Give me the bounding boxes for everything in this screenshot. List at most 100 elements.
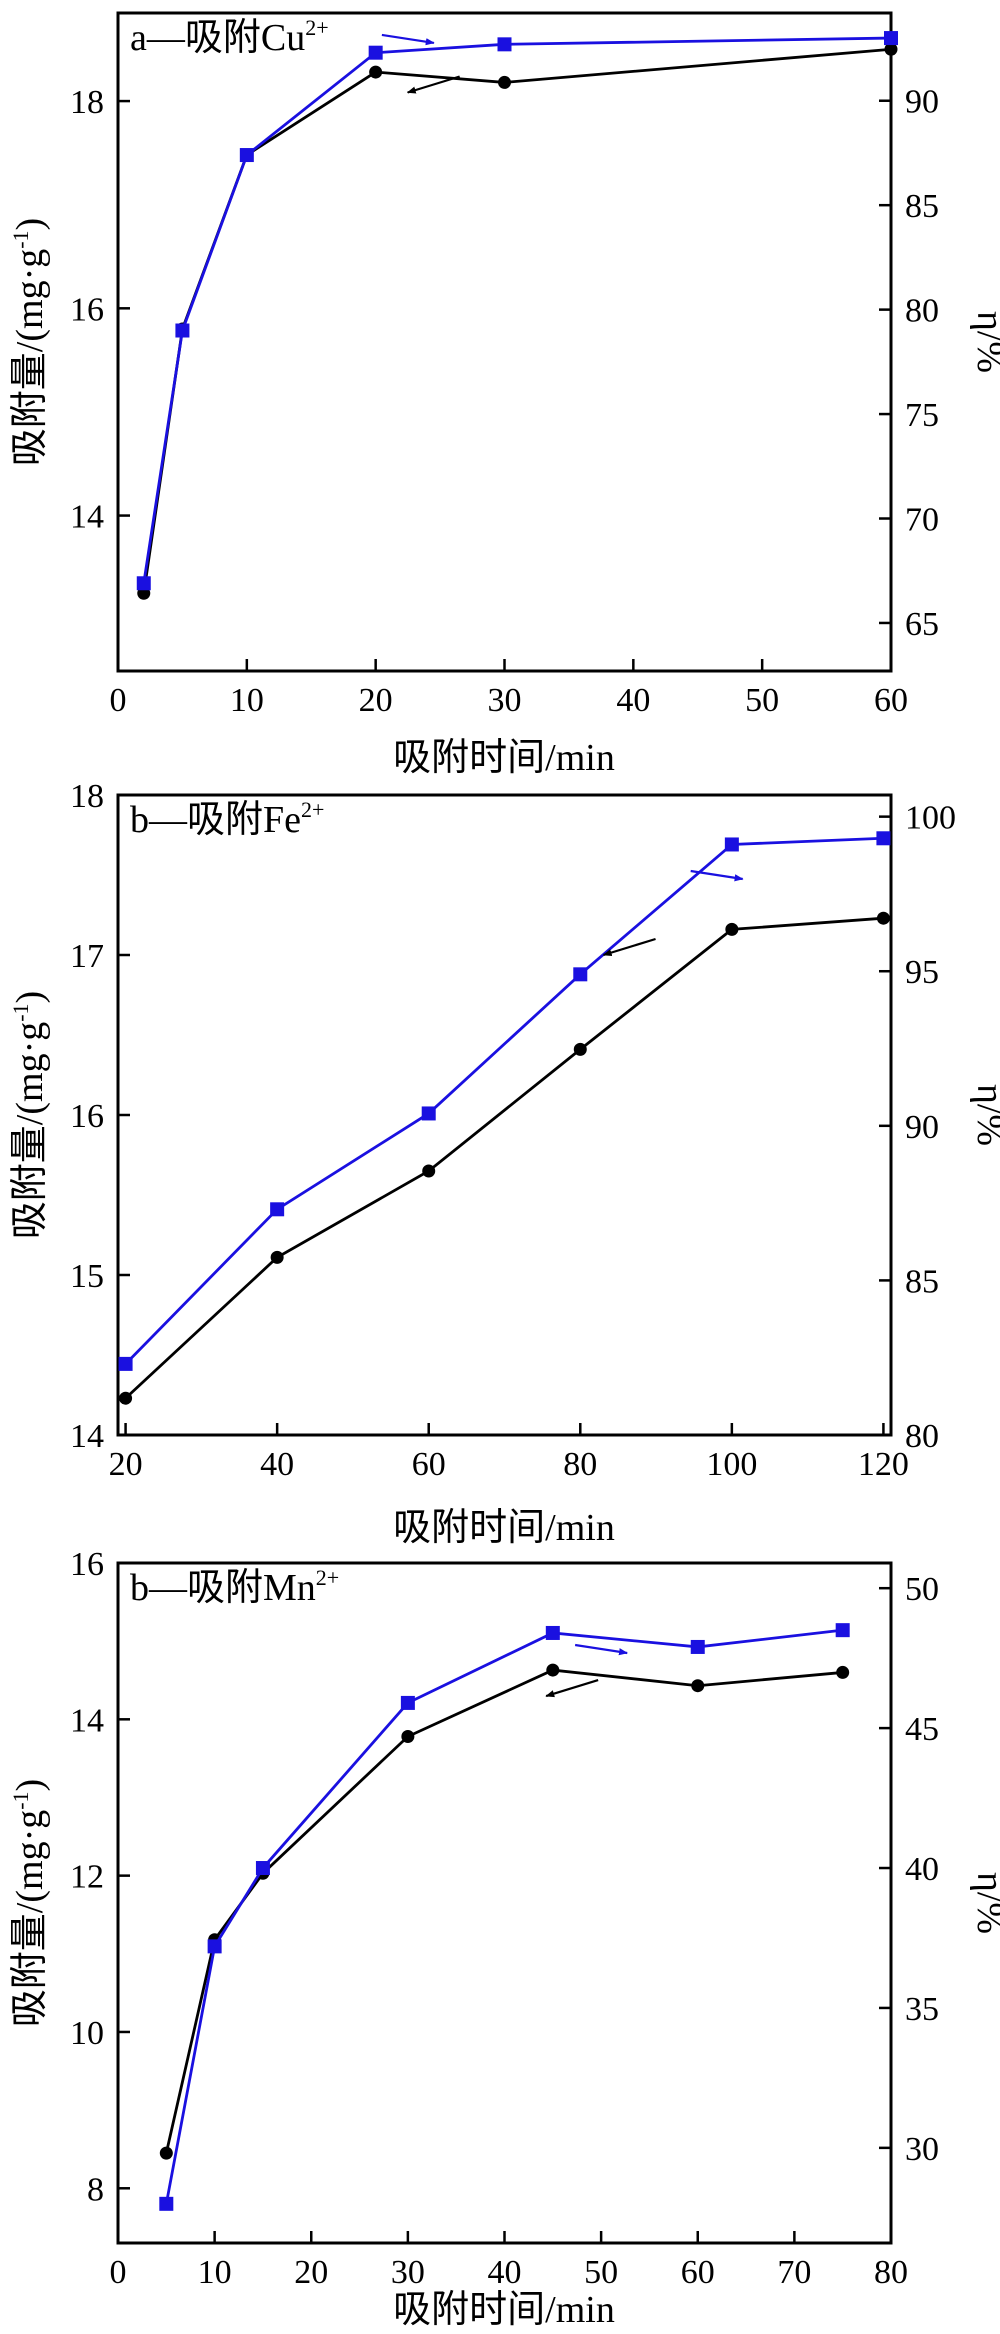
- efficiency-point: [545, 1625, 560, 1640]
- adsorption-line: [164, 1668, 843, 2154]
- y2-tick-label: 90: [905, 84, 939, 121]
- adsorption-line: [124, 916, 884, 1400]
- y-tick-label: 12: [70, 1859, 104, 1896]
- efficiency-line: [142, 36, 892, 584]
- plot-frame: [116, 1561, 893, 2245]
- x-tick-label: 100: [706, 1446, 757, 1483]
- x-tick-label: 30: [391, 2254, 425, 2291]
- x-tick-label: 70: [777, 2254, 811, 2291]
- y-tick-label: 16: [70, 1098, 104, 1135]
- y2-tick-label: 45: [905, 1711, 939, 1748]
- adsorption-point: [725, 922, 739, 936]
- adsorption-point: [119, 1391, 133, 1405]
- efficiency-point: [255, 1861, 270, 1876]
- x-tick-label: 60: [412, 1446, 446, 1483]
- adsorption-point: [159, 2146, 173, 2160]
- adsorption-point: [270, 1250, 284, 1264]
- x-tick-label: 30: [488, 682, 522, 719]
- y-tick-label: 17: [70, 938, 104, 975]
- tick-label-group: 0 10 20 30 40 50 60 14 16 18 65 70 75 80 85 90: [70, 84, 939, 719]
- y2-tick-label: 95: [905, 954, 939, 991]
- arrow-left-annotation: [602, 937, 656, 957]
- annotation-group: [381, 33, 460, 94]
- plot-frame: [116, 793, 893, 1437]
- tick-marks: [116, 99, 893, 671]
- x-tick-label: 40: [488, 2254, 522, 2291]
- efficiency-point: [421, 1106, 436, 1121]
- x-tick-label: 20: [109, 1446, 143, 1483]
- y2-tick-label: 50: [905, 1571, 939, 1608]
- arrow-right-annotation: [381, 33, 435, 46]
- y2-tick-label: 85: [905, 188, 939, 225]
- y-tick-label: 14: [70, 1702, 104, 1739]
- tick-label-group: 0 10 20 30 40 50 60 70 80 8 10 12 14 16 30 35 40 45 50: [70, 1546, 939, 2291]
- efficiency-point: [368, 45, 383, 60]
- chart-panel-fe: 20 40 60 80 100 120 14 15 16 17 18 80 85 90 95 100 b—吸附…: [8, 778, 1000, 1549]
- chart-panel-cu: 0 10 20 30 40 50 60 14 16 18 65 70 75 80 85 90 a—吸附Cu2+…: [8, 11, 1000, 779]
- y2-tick-label: 90: [905, 1109, 939, 1146]
- y2-tick-label: 80: [905, 1418, 939, 1455]
- y2-tick-label: 35: [905, 1991, 939, 2028]
- series-group: [118, 831, 891, 1405]
- y2-tick-label: 40: [905, 1851, 939, 1888]
- series-group: [159, 1623, 850, 2211]
- x-tick-label: 0: [110, 682, 127, 719]
- y-tick-label: 18: [70, 84, 104, 121]
- x-tick-label: 60: [681, 2254, 715, 2291]
- y-tick-label: 14: [70, 499, 104, 536]
- efficiency-point: [573, 967, 588, 982]
- x-axis-label: 吸附时间/min: [393, 2289, 615, 2331]
- efficiency-point: [690, 1639, 705, 1654]
- efficiency-line: [124, 836, 884, 1365]
- chart-title: b—吸附Mn2+: [130, 1565, 339, 1609]
- efficiency-point: [159, 2196, 174, 2211]
- adsorption-point: [573, 1042, 587, 1056]
- y-axis-label: 吸附量/(mg·g-1): [8, 218, 51, 466]
- y-tick-label: 16: [70, 291, 104, 328]
- y2-tick-label: 65: [905, 606, 939, 643]
- efficiency-point: [270, 1202, 285, 1217]
- efficiency-line: [164, 1628, 843, 2205]
- x-tick-label: 80: [874, 2254, 908, 2291]
- y-tick-label: 14: [70, 1418, 104, 1455]
- x-tick-label: 10: [230, 682, 264, 719]
- adsorption-point: [884, 42, 898, 56]
- y-tick-label: 16: [70, 1546, 104, 1583]
- efficiency-point: [400, 1695, 415, 1710]
- adsorption-point: [369, 65, 383, 79]
- y-tick-label: 8: [87, 2171, 104, 2208]
- x-tick-label: 120: [858, 1446, 909, 1483]
- arrow-left-annotation: [406, 75, 460, 94]
- efficiency-point: [724, 837, 739, 852]
- efficiency-point: [239, 148, 254, 163]
- plot-frame: [116, 11, 893, 673]
- x-tick-label: 50: [745, 682, 779, 719]
- adsorption-point: [422, 1164, 436, 1178]
- x-tick-label: 20: [294, 2254, 328, 2291]
- y-axis-label: 吸附量/(mg·g-1): [8, 1779, 51, 2027]
- tick-label-group: 20 40 60 80 100 120 14 15 16 17 18 80 85 90 95 100: [70, 778, 956, 1483]
- x-tick-label: 80: [563, 1446, 597, 1483]
- x-axis-label: 吸附时间/min: [393, 737, 615, 779]
- x-tick-label: 0: [110, 2254, 127, 2291]
- x-tick-label: 40: [616, 682, 650, 719]
- adsorption-point: [546, 1663, 560, 1677]
- efficiency-point: [136, 576, 151, 591]
- adsorption-point: [876, 911, 890, 925]
- adsorption-point: [401, 1730, 415, 1744]
- y2-axis-label: η/%: [969, 1872, 1000, 1934]
- x-tick-label: 50: [584, 2254, 618, 2291]
- efficiency-point: [497, 37, 512, 52]
- arrow-left-annotation: [545, 1679, 599, 1698]
- chart-title: a—吸附Cu2+: [130, 15, 329, 59]
- annotation-group: [602, 869, 744, 957]
- x-tick-label: 40: [260, 1446, 294, 1483]
- x-tick-label: 20: [359, 682, 393, 719]
- y-tick-label: 10: [70, 2015, 104, 2052]
- y-tick-label: 18: [70, 778, 104, 815]
- y2-axis-label: η/%: [969, 1084, 1000, 1146]
- adsorption-point: [498, 75, 511, 89]
- efficiency-point: [835, 1623, 850, 1638]
- y2-tick-label: 70: [905, 502, 939, 539]
